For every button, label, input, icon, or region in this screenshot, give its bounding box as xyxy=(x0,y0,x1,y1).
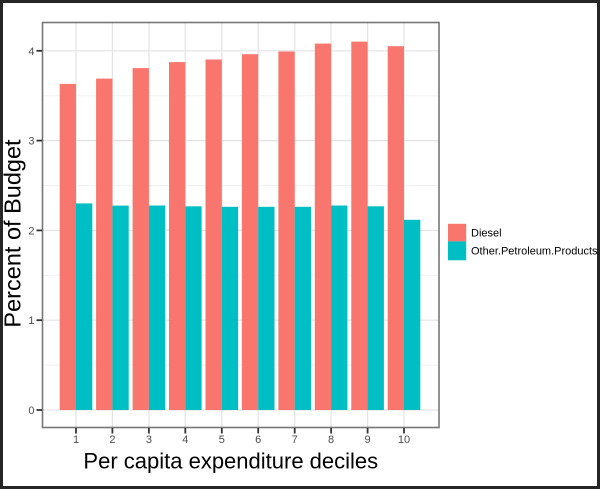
svg-text:1: 1 xyxy=(73,434,79,446)
svg-text:0: 0 xyxy=(28,405,34,417)
svg-text:2: 2 xyxy=(109,434,115,446)
svg-text:4: 4 xyxy=(182,434,188,446)
svg-text:3: 3 xyxy=(28,136,34,148)
svg-text:6: 6 xyxy=(255,434,261,446)
svg-text:7: 7 xyxy=(292,434,298,446)
svg-text:10: 10 xyxy=(398,434,410,446)
svg-text:2: 2 xyxy=(28,225,34,237)
svg-text:Percent of Budget: Percent of Budget xyxy=(0,139,26,328)
svg-text:8: 8 xyxy=(328,434,334,446)
svg-text:Per capita expenditure deciles: Per capita expenditure deciles xyxy=(83,449,378,474)
svg-text:1: 1 xyxy=(28,315,34,327)
svg-text:4: 4 xyxy=(28,46,34,58)
svg-text:5: 5 xyxy=(219,434,225,446)
svg-text:9: 9 xyxy=(365,434,371,446)
svg-text:3: 3 xyxy=(146,434,152,446)
svg-text:Other.Petroleum.Products: Other.Petroleum.Products xyxy=(471,246,598,258)
svg-text:Diesel: Diesel xyxy=(471,227,502,239)
